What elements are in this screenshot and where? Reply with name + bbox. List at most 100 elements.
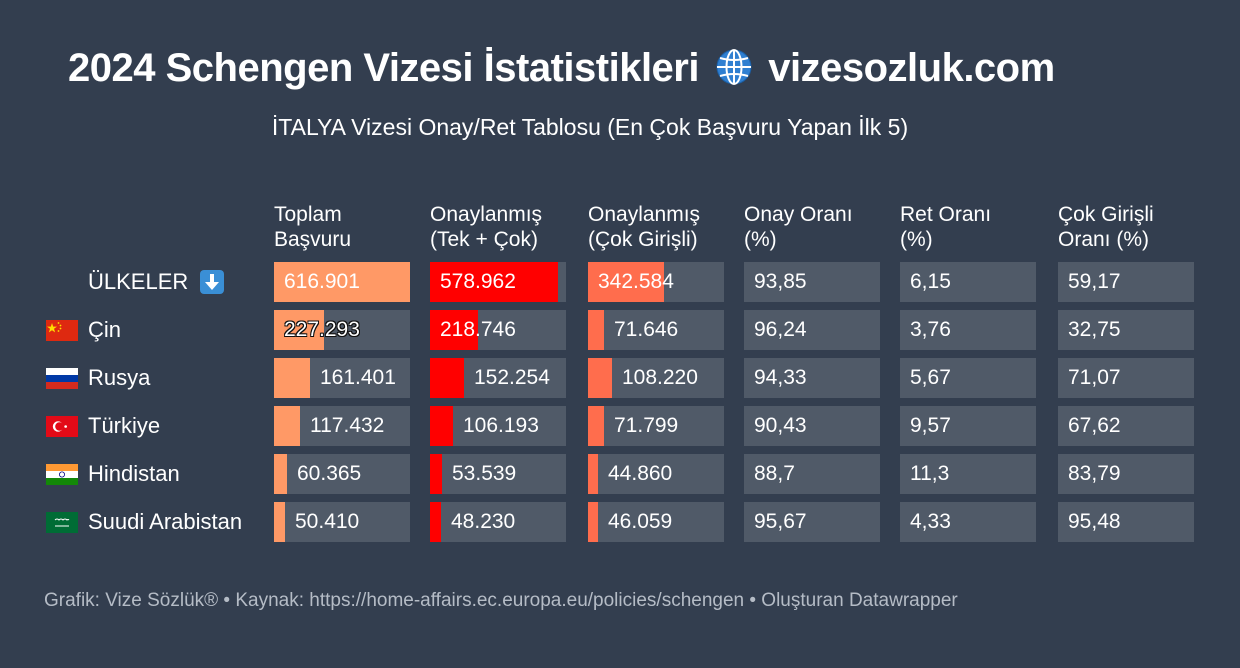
- data-label: 161.401: [320, 366, 396, 389]
- bar-mark: [430, 502, 441, 542]
- bar-mark: [588, 262, 664, 302]
- column-header-ret_orani: Ret Oranı (%): [900, 202, 991, 252]
- data-label: 108.220: [622, 366, 698, 389]
- table-cell: 616.901: [274, 262, 410, 302]
- bar-mark: [588, 454, 598, 494]
- column-header-line1: Onay Oranı: [744, 203, 853, 226]
- data-label: 90,43: [754, 414, 807, 437]
- data-label: 5,67: [910, 366, 951, 389]
- bar-mark: [430, 310, 478, 350]
- column-header-line1: Ret Oranı: [900, 203, 992, 226]
- table-cell: 5,67: [900, 358, 1036, 398]
- data-label: 83,79: [1068, 462, 1121, 485]
- data-label: 616.901: [284, 270, 360, 293]
- data-label: 578.962: [440, 270, 516, 293]
- india-flag-icon: [46, 463, 78, 485]
- data-label: 44.860: [608, 462, 673, 485]
- country-name: Rusya: [88, 365, 151, 390]
- table-cell: 48.230: [430, 502, 566, 542]
- table-cell: 9,57: [900, 406, 1036, 446]
- bar-mark: [588, 502, 598, 542]
- data-label: 96,24: [754, 318, 807, 341]
- china-flag-icon: [46, 319, 78, 341]
- countries-label: ÜLKELER: [88, 269, 189, 294]
- data-label: 32,75: [1068, 318, 1121, 341]
- column-header-line2: (Çok Girişli): [588, 228, 698, 251]
- table-cell: 71,07: [1058, 358, 1194, 398]
- data-label: 3,76: [910, 318, 951, 341]
- title-site: vizesozluk.com: [768, 46, 1055, 90]
- down-arrow-icon: [200, 270, 225, 294]
- column-header-line2: Oranı (%): [1058, 228, 1150, 251]
- table-cell: 4,33: [900, 502, 1036, 542]
- country-name: Hindistan: [88, 461, 180, 486]
- table-cell: 60.365: [274, 454, 410, 494]
- data-label: 60.365: [297, 462, 362, 485]
- table-cell: 3,76: [900, 310, 1036, 350]
- data-label: 71.646: [614, 318, 679, 341]
- column-header-cok_girisli_orani: Çok Girişli Oranı (%): [1058, 202, 1154, 252]
- bar-mark: [274, 262, 410, 302]
- bar-mark: [588, 358, 612, 398]
- data-label: 93,85: [754, 270, 807, 293]
- table-cell: 95,67: [744, 502, 880, 542]
- table-cell: 94,33: [744, 358, 880, 398]
- column-header-onay_cok: Onaylanmış (Çok Girişli): [588, 202, 700, 252]
- data-label: 71.799: [614, 414, 679, 437]
- table-cell: 218.746: [430, 310, 566, 350]
- data-label: 88,7: [754, 462, 795, 485]
- table-cell: 59,17: [1058, 262, 1194, 302]
- table-cell: 83,79: [1058, 454, 1194, 494]
- bar-mark: [430, 262, 558, 302]
- bar-mark: [430, 406, 453, 446]
- data-label: 227.293: [284, 318, 360, 341]
- saudi-flag-icon: [46, 511, 78, 533]
- row-header-countries: ÜLKELER: [88, 262, 313, 302]
- row-label-turkey: Türkiye: [46, 406, 271, 446]
- bar-mark: [274, 358, 310, 398]
- country-name: Çin: [88, 317, 122, 342]
- column-header-line1: Toplam: [274, 203, 342, 226]
- bar-mark: [588, 310, 604, 350]
- data-label: 218.746: [440, 318, 516, 341]
- table-cell: 71.646: [588, 310, 724, 350]
- data-label: 59,17: [1068, 270, 1121, 293]
- row-label-india: Hindistan: [46, 454, 271, 494]
- data-label: 94,33: [754, 366, 807, 389]
- data-label: 48.230: [451, 510, 516, 533]
- table-cell: 32,75: [1058, 310, 1194, 350]
- bar-mark: [274, 502, 285, 542]
- table-cell: 227.293: [274, 310, 410, 350]
- table-cell: 90,43: [744, 406, 880, 446]
- data-label: 46.059: [608, 510, 673, 533]
- country-name: Türkiye: [88, 413, 161, 438]
- data-label: 67,62: [1068, 414, 1121, 437]
- globe-icon: [716, 49, 752, 85]
- column-header-line1: Onaylanmış: [588, 203, 701, 226]
- table-cell: 46.059: [588, 502, 724, 542]
- data-label: 106.193: [463, 414, 539, 437]
- data-label: 6,15: [910, 270, 951, 293]
- column-header-line1: Çok Girişli: [1058, 203, 1154, 226]
- column-header-line2: Başvuru: [274, 228, 352, 251]
- table-cell: 152.254: [430, 358, 566, 398]
- column-header-onay_tek_cok: Onaylanmış (Tek + Çok): [430, 202, 542, 252]
- bar-mark: [588, 406, 604, 446]
- column-header-line2: (Tek + Çok): [430, 228, 538, 251]
- row-label-saudi: Suudi Arabistan: [46, 502, 271, 542]
- table-cell: 71.799: [588, 406, 724, 446]
- chart-subtitle: İTALYA Vizesi Onay/Ret Tablosu (En Çok B…: [271, 114, 909, 140]
- table-cell: 11,3: [900, 454, 1036, 494]
- column-header-line1: Onaylanmış: [430, 203, 543, 226]
- table-cell: 44.860: [588, 454, 724, 494]
- table-cell: 6,15: [900, 262, 1036, 302]
- table-cell: 106.193: [430, 406, 566, 446]
- bar-mark: [274, 454, 287, 494]
- table-cell: 88,7: [744, 454, 880, 494]
- bar-mark: [430, 358, 464, 398]
- data-label: 95,48: [1068, 510, 1121, 533]
- table-cell: 578.962: [430, 262, 566, 302]
- data-label: 342.584: [598, 270, 674, 293]
- table-cell: 117.432: [274, 406, 410, 446]
- table-cell: 93,85: [744, 262, 880, 302]
